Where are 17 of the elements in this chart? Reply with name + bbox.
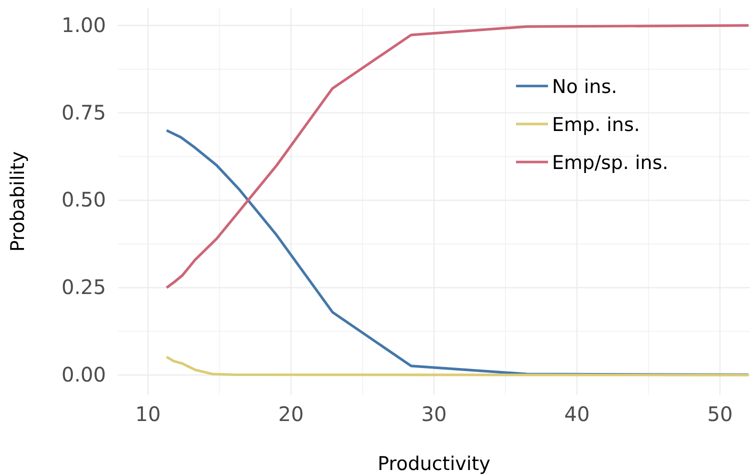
y-tick-label: 1.00 xyxy=(61,12,106,37)
y-tick-label: 0.00 xyxy=(61,362,106,386)
line-series xyxy=(165,24,750,289)
legend-label: No ins. xyxy=(552,76,618,98)
x-tick-label: 40 xyxy=(564,402,590,426)
y-axis-title: Probability xyxy=(7,151,29,252)
x-axis-title: Productivity xyxy=(378,453,490,475)
y-tick-label: 0.25 xyxy=(61,275,106,300)
legend-label: Emp/sp. ins. xyxy=(552,152,668,174)
y-tick-label: 0.50 xyxy=(61,188,106,212)
x-tick-label: 10 xyxy=(135,402,161,426)
x-tick-label: 30 xyxy=(421,402,447,426)
x-tick-label: 50 xyxy=(707,402,733,426)
x-tick-label: 20 xyxy=(278,402,304,426)
line-series xyxy=(165,356,750,376)
legend-label: Emp. ins. xyxy=(552,114,640,136)
y-tick-label: 0.75 xyxy=(61,100,106,124)
